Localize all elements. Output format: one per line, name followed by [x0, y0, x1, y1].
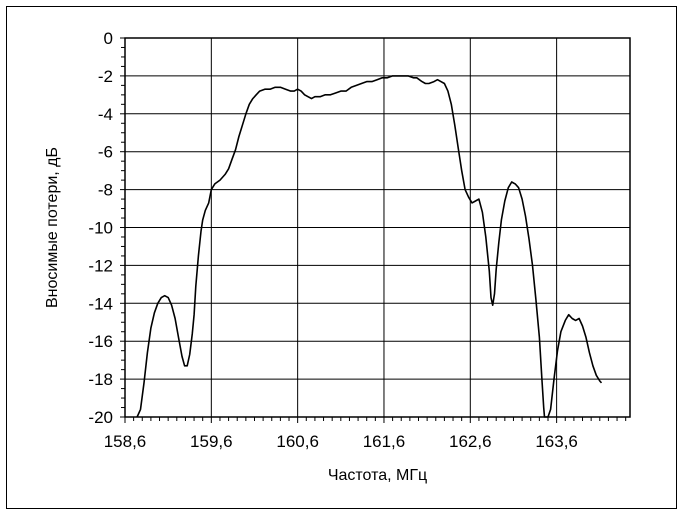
x-tick-label: 160,6: [276, 432, 319, 451]
y-tick-label: -6: [98, 143, 113, 162]
y-tick-label: -10: [88, 219, 113, 238]
y-tick-label: -8: [98, 181, 113, 200]
x-tick-label: 158,6: [104, 432, 147, 451]
x-tick-label: 162,6: [449, 432, 492, 451]
minor-ticks: [120, 37, 627, 423]
y-tick-label: -14: [88, 294, 113, 313]
y-tick-label: 0: [104, 29, 113, 48]
x-tick-label: 159,6: [190, 432, 233, 451]
y-axis-title: Вносимые потери, дБ: [44, 147, 61, 308]
x-tick-label: 161,6: [363, 432, 406, 451]
y-tick-label: -16: [88, 332, 113, 351]
y-tick-label: -18: [88, 370, 113, 389]
x-tick-labels: 158,6 159,6 160,6 161,6 162,6 163,6: [104, 432, 578, 451]
x-tick-label: 163,6: [535, 432, 578, 451]
y-tick-labels: 0 -2 -4 -6 -8 -10 -12 -14 -16 -18 -20: [88, 29, 113, 427]
y-tick-label: -2: [98, 67, 113, 86]
chart: 0 -2 -4 -6 -8 -10 -12 -14 -16 -18 -20 158,6 159,6 16…: [44, 29, 631, 484]
x-axis-title: Частота, МГц: [328, 467, 427, 484]
grid: [124, 37, 630, 418]
y-tick-label: -12: [88, 256, 113, 275]
series-line: [136, 75, 603, 418]
y-tick-label: -4: [98, 105, 113, 124]
chart-frame: 0 -2 -4 -6 -8 -10 -12 -14 -16 -18 -20 158,6 159,6 16…: [6, 6, 677, 509]
y-tick-label: -20: [88, 408, 113, 427]
